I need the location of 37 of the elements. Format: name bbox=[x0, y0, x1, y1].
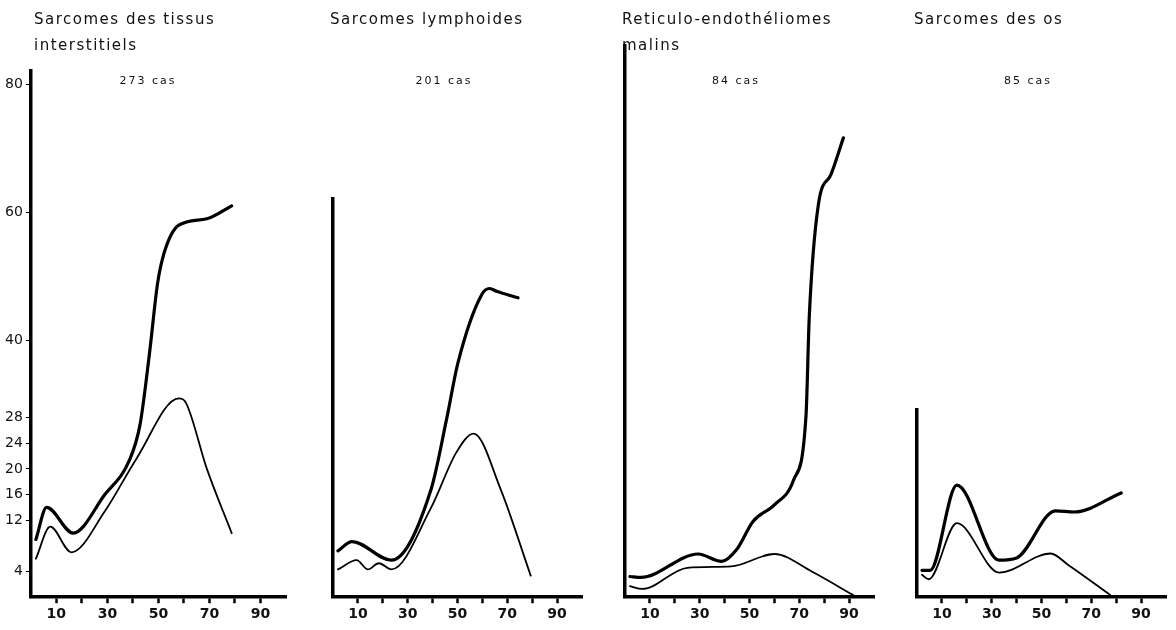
x-tick-label: 30 bbox=[397, 605, 418, 622]
chart-subtitle: 84 cas bbox=[711, 74, 761, 87]
x-tick-label: 50 bbox=[148, 605, 169, 622]
y-tick-label: 40 bbox=[4, 331, 23, 348]
y-tick-label: 20 bbox=[4, 459, 23, 476]
y-tick-label: 12 bbox=[4, 510, 23, 527]
chart-title: Sarcomes des tissus interstitiels bbox=[34, 9, 217, 56]
chart-title: Sarcomes des os bbox=[914, 9, 1065, 30]
y-tick-label: 60 bbox=[4, 202, 23, 219]
y-tick-label: 16 bbox=[4, 485, 23, 502]
x-tick-label: 10 bbox=[932, 605, 952, 622]
x-tick-label: 70 bbox=[789, 605, 810, 622]
x-tick-label: 50 bbox=[447, 605, 468, 622]
x-tick-label: 50 bbox=[739, 605, 760, 622]
line-series bbox=[35, 397, 233, 560]
x-tick-label: 50 bbox=[1031, 605, 1052, 622]
x-tick-label: 30 bbox=[689, 605, 710, 622]
chart-subtitle: 85 cas bbox=[1003, 74, 1053, 87]
x-tick-label: 30 bbox=[981, 605, 1002, 622]
x-tick-label: 10 bbox=[640, 605, 660, 622]
chart-subtitle: 201 cas bbox=[414, 74, 474, 87]
x-tick-label: 10 bbox=[46, 605, 67, 622]
y-tick-label: 28 bbox=[4, 408, 23, 425]
x-tick-label: 70 bbox=[1081, 605, 1102, 622]
y-tick-label: 24 bbox=[4, 433, 23, 450]
chart-title: Sarcomes lymphoides bbox=[330, 9, 525, 30]
y-tick-label: 80 bbox=[4, 74, 23, 91]
x-tick-label: 30 bbox=[97, 605, 118, 622]
x-tick-label: 90 bbox=[547, 605, 568, 622]
x-tick-label: 90 bbox=[839, 605, 860, 622]
x-tick-label: 90 bbox=[1131, 605, 1152, 622]
y-tick-label: 4 bbox=[13, 562, 23, 579]
x-tick-label: 70 bbox=[199, 605, 220, 622]
x-tick-label: 10 bbox=[348, 605, 368, 622]
x-tick-label: 90 bbox=[250, 605, 271, 622]
chart-subtitle: 273 cas bbox=[119, 74, 177, 87]
x-tick-label: 70 bbox=[497, 605, 518, 622]
